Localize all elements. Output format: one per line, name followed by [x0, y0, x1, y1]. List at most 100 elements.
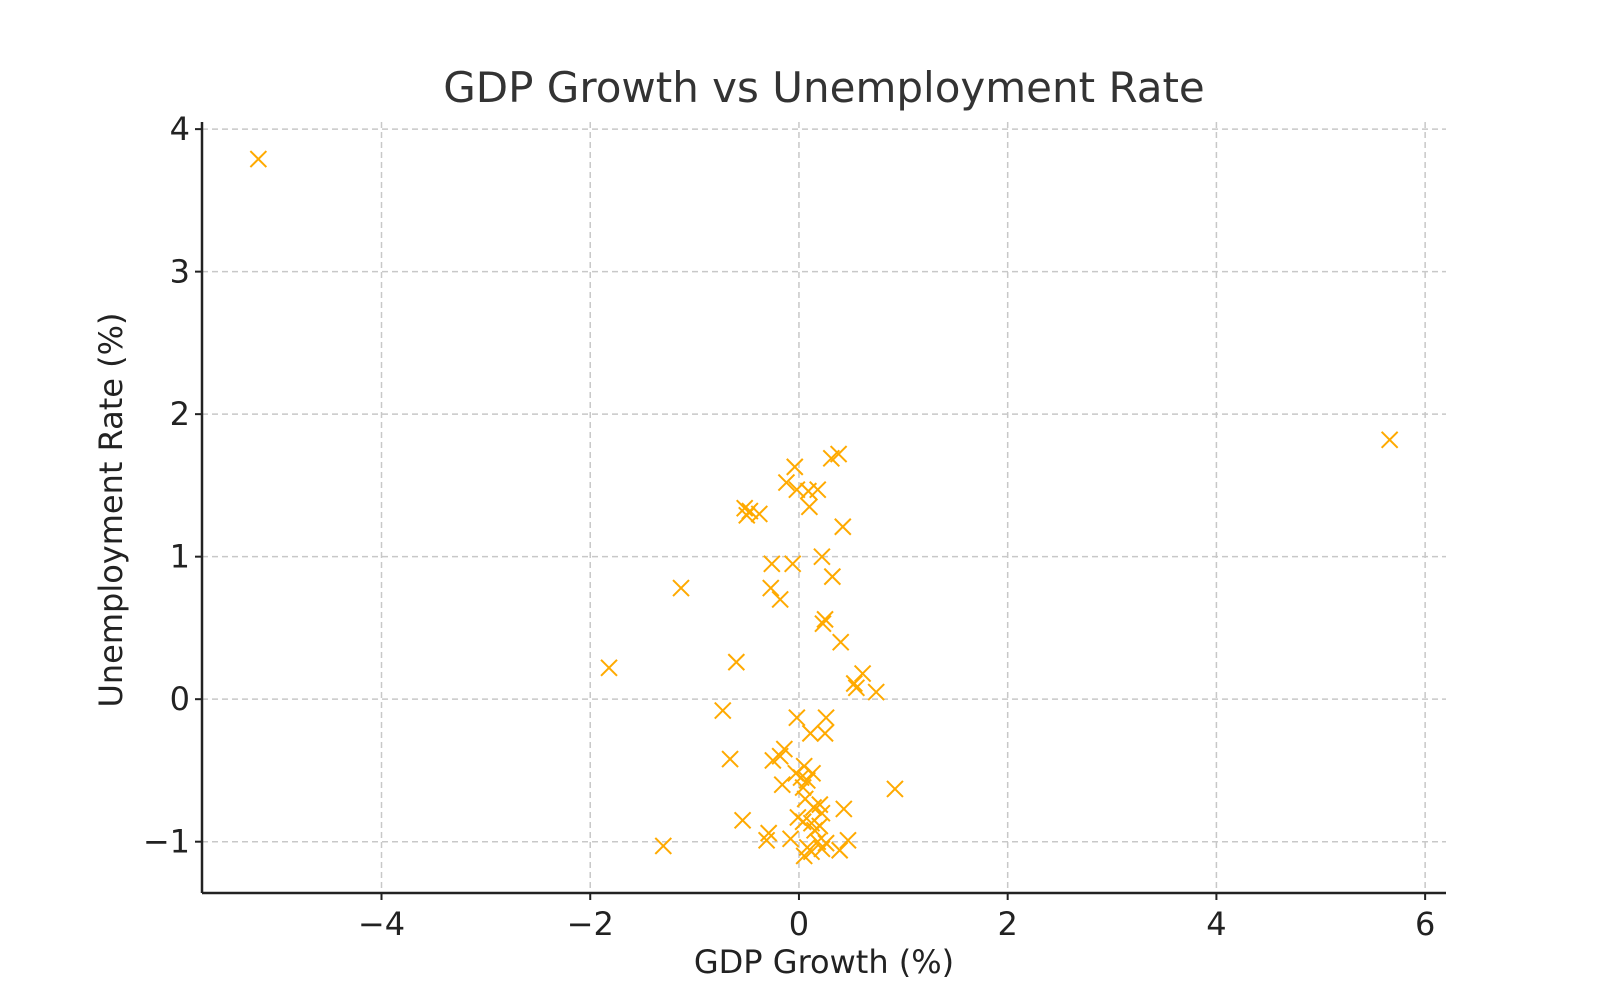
- data-point: [803, 764, 822, 782]
- axes: [200, 122, 1446, 895]
- data-point-stroke: [733, 811, 752, 830]
- data-point-stroke: [845, 674, 863, 693]
- data-points: [249, 150, 1399, 865]
- data-point-stroke: [727, 653, 746, 671]
- data-point-stroke: [822, 449, 841, 468]
- data-point-stroke: [735, 499, 754, 517]
- x-tick-label: 4: [1206, 905, 1226, 943]
- data-point: [733, 811, 752, 830]
- y-tick-label: −1: [143, 823, 190, 861]
- data-point: [886, 780, 904, 798]
- data-point-stroke: [796, 790, 814, 808]
- data-point: [672, 579, 690, 597]
- data-point: [1380, 431, 1399, 449]
- tick-labels: −4 −2 0 2 4 6 −1 0 1 2 3 4: [143, 110, 1435, 943]
- data-point-stroke: [721, 750, 739, 768]
- data-point: [735, 499, 754, 517]
- data-point-stroke: [809, 832, 827, 851]
- data-point-stroke: [853, 664, 872, 683]
- data-point: [777, 473, 796, 492]
- data-point: [816, 610, 834, 629]
- data-point: [795, 847, 813, 865]
- data-point: [867, 683, 885, 701]
- data-point: [727, 653, 746, 671]
- data-point-stroke: [823, 567, 842, 586]
- data-point: [788, 709, 806, 727]
- data-point-stroke: [788, 709, 806, 727]
- data-point-stroke: [811, 795, 829, 814]
- chart-title: GDP Growth vs Unemployment Rate: [443, 63, 1205, 112]
- data-point-stroke: [763, 555, 781, 573]
- data-point: [814, 614, 832, 633]
- data-point-stroke: [757, 831, 776, 849]
- data-point: [773, 775, 791, 794]
- y-axis-label: Unemployment Rate (%): [92, 312, 130, 707]
- data-point-stroke: [847, 679, 866, 697]
- data-point-stroke: [738, 506, 756, 525]
- data-point-stroke: [788, 480, 806, 499]
- data-point-stroke: [762, 579, 780, 597]
- data-point: [721, 750, 739, 768]
- data-point: [786, 458, 804, 476]
- data-point: [813, 547, 831, 566]
- data-point-stroke: [794, 813, 812, 831]
- x-tick-label: 2: [997, 905, 1017, 943]
- y-tick-label: 1: [170, 538, 190, 576]
- data-point-stroke: [867, 683, 885, 701]
- y-tick-label: 4: [170, 110, 190, 148]
- data-point: [835, 800, 853, 818]
- data-point: [800, 498, 819, 516]
- data-point-stroke: [817, 709, 835, 727]
- data-point: [600, 659, 618, 677]
- data-point-stroke: [886, 780, 904, 798]
- data-point-stroke: [654, 837, 672, 855]
- data-point-stroke: [831, 633, 850, 651]
- data-point-stroke: [777, 473, 796, 492]
- y-tick-label: 3: [170, 253, 190, 291]
- data-point: [804, 798, 823, 817]
- data-point-stroke: [816, 724, 834, 743]
- data-point-stroke: [813, 840, 831, 858]
- data-point-stroke: [830, 841, 849, 859]
- x-tick-label: −4: [358, 905, 405, 943]
- data-point-stroke: [795, 847, 813, 865]
- data-point-stroke: [816, 610, 834, 629]
- data-point: [763, 555, 781, 573]
- data-point: [817, 709, 835, 727]
- data-point-stroke: [600, 659, 618, 677]
- data-point: [771, 590, 789, 609]
- data-point-stroke: [814, 614, 832, 633]
- data-point-stroke: [802, 814, 821, 832]
- data-point: [249, 150, 268, 168]
- data-point: [654, 837, 672, 855]
- data-point: [816, 724, 834, 743]
- data-point: [813, 840, 831, 858]
- data-point-stroke: [714, 701, 732, 720]
- data-point: [823, 567, 842, 586]
- data-point: [788, 480, 806, 499]
- x-tick-label: 0: [789, 905, 809, 943]
- data-point-stroke: [805, 821, 824, 840]
- data-point-stroke: [786, 458, 804, 476]
- data-point: [845, 674, 863, 693]
- data-point: [781, 830, 800, 848]
- data-point-stroke: [792, 768, 810, 787]
- data-point: [830, 841, 849, 859]
- data-point-stroke: [783, 555, 802, 573]
- data-point-stroke: [759, 824, 778, 842]
- data-point: [714, 701, 732, 720]
- data-point-stroke: [804, 798, 823, 817]
- data-point: [853, 664, 872, 683]
- data-point-stroke: [771, 590, 789, 609]
- y-tick-label: 0: [170, 680, 190, 718]
- data-point-stroke: [1380, 431, 1399, 449]
- x-tick-label: −2: [567, 905, 614, 943]
- data-point: [822, 449, 841, 468]
- data-point: [738, 506, 756, 525]
- data-point: [757, 831, 776, 849]
- data-point: [839, 831, 857, 849]
- data-point: [783, 555, 802, 573]
- data-point-stroke: [750, 505, 769, 523]
